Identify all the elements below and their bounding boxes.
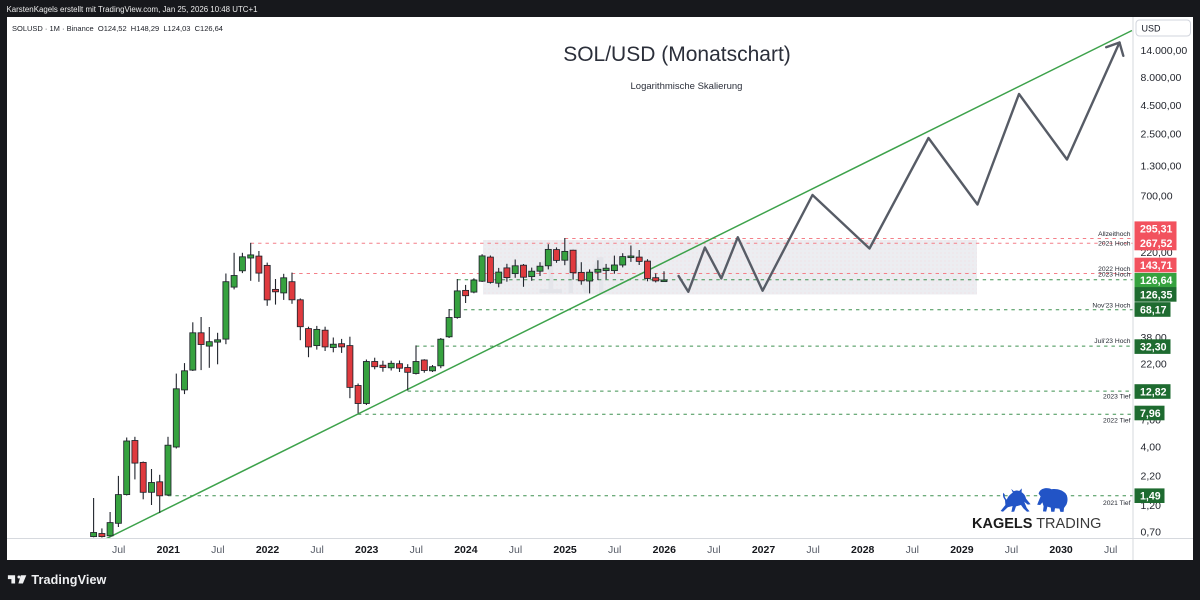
svg-text:2,20: 2,20 [1141, 471, 1162, 483]
svg-text:Jul: Jul [211, 544, 224, 556]
svg-text:295,31: 295,31 [1140, 224, 1173, 236]
svg-text:126,35: 126,35 [1140, 289, 1173, 301]
svg-text:Jul: Jul [112, 544, 125, 556]
svg-text:2023: 2023 [355, 544, 379, 556]
svg-text:267,52: 267,52 [1140, 238, 1173, 250]
svg-text:Juli'23 Hoch: Juli'23 Hoch [1094, 338, 1131, 345]
svg-text:2022 Hoch: 2022 Hoch [1098, 266, 1131, 273]
svg-text:2022 Tief: 2022 Tief [1103, 417, 1131, 424]
svg-text:2027: 2027 [752, 544, 776, 556]
svg-text:220,00: 220,00 [1141, 247, 1173, 259]
svg-text:2021: 2021 [157, 544, 181, 556]
svg-text:2021 Hoch: 2021 Hoch [1098, 241, 1131, 248]
svg-text:1.300,00: 1.300,00 [1141, 161, 1182, 173]
svg-text:2026: 2026 [653, 544, 677, 556]
svg-text:Jul: Jul [608, 544, 621, 556]
svg-text:Jul: Jul [906, 544, 919, 556]
svg-text:USD: USD [1142, 24, 1162, 34]
svg-text:Jul: Jul [1005, 544, 1018, 556]
svg-text:14.000,00: 14.000,00 [1141, 45, 1188, 57]
svg-text:Jul: Jul [410, 544, 423, 556]
svg-text:1,49: 1,49 [1140, 491, 1161, 503]
svg-text:Jul: Jul [310, 544, 323, 556]
svg-text:12,82: 12,82 [1140, 386, 1167, 398]
svg-text:2021 Tief: 2021 Tief [1103, 500, 1131, 507]
svg-text:143,71: 143,71 [1140, 260, 1173, 272]
svg-text:4.500,00: 4.500,00 [1141, 100, 1182, 112]
svg-text:68,17: 68,17 [1140, 304, 1167, 316]
svg-text:KarstenKagels erstellt mit Tra: KarstenKagels erstellt mit TradingView.c… [7, 5, 258, 14]
svg-text:2025: 2025 [553, 544, 577, 556]
svg-text:Logarithmische Skalierung: Logarithmische Skalierung [631, 81, 743, 92]
svg-text:Jul: Jul [707, 544, 720, 556]
svg-text:700,00: 700,00 [1141, 191, 1173, 203]
svg-text:TradingView: TradingView [31, 573, 106, 587]
svg-text:Allzeithoch: Allzeithoch [1098, 231, 1131, 238]
svg-text:2028: 2028 [851, 544, 875, 556]
svg-text:2023 Hoch: 2023 Hoch [1098, 272, 1131, 279]
svg-text:2.500,00: 2.500,00 [1141, 129, 1182, 141]
svg-text:7,96: 7,96 [1140, 408, 1161, 420]
svg-text:2022: 2022 [256, 544, 280, 556]
svg-text:1,20: 1,20 [1141, 500, 1162, 512]
svg-text:Jul: Jul [509, 544, 522, 556]
svg-text:KAGELS TRADING: KAGELS TRADING [972, 516, 1101, 532]
svg-text:SOLUSD · 1M · Binance O124,52: SOLUSD · 1M · Binance O124,52 H148,29 L1… [12, 24, 223, 33]
svg-text:32,30: 32,30 [1140, 342, 1167, 354]
svg-text:4,00: 4,00 [1141, 442, 1162, 454]
svg-text:2024: 2024 [454, 544, 478, 556]
svg-text:Nov'23 Hoch: Nov'23 Hoch [1092, 302, 1130, 309]
svg-text:0,70: 0,70 [1141, 526, 1162, 538]
svg-text:SOL/USD (Monatschart): SOL/USD (Monatschart) [563, 43, 791, 66]
svg-text:2030: 2030 [1049, 544, 1073, 556]
svg-text:2023 Tief: 2023 Tief [1103, 394, 1131, 401]
svg-text:Jul: Jul [1104, 544, 1117, 556]
svg-text:8.000,00: 8.000,00 [1141, 72, 1182, 84]
svg-text:2029: 2029 [950, 544, 974, 556]
svg-text:Jul: Jul [806, 544, 819, 556]
svg-text:22,00: 22,00 [1141, 359, 1167, 371]
svg-text:126,64: 126,64 [1140, 275, 1173, 287]
